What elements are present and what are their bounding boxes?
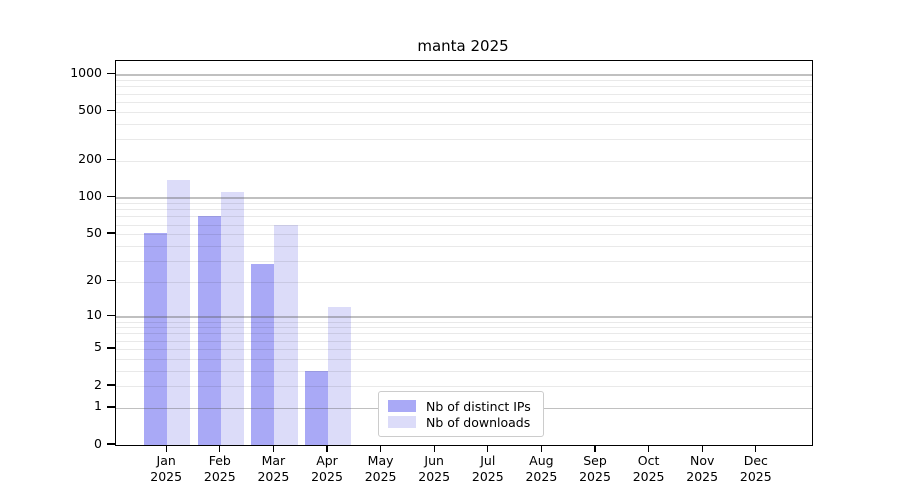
y-tick-mark (107, 158, 115, 161)
y-tick-mark (107, 314, 115, 317)
plot-area (115, 60, 813, 446)
year-label: 2025 (257, 468, 290, 484)
bars-layer (116, 61, 812, 445)
month-name: Dec (743, 453, 768, 468)
chart-title: manta 2025 (417, 37, 509, 55)
x-tick-mark (647, 445, 650, 452)
month-name: Mar (261, 453, 286, 468)
legend: Nb of distinct IPs Nb of downloads (378, 391, 544, 437)
year-label: 2025 (150, 468, 183, 484)
year-label: 2025 (364, 468, 397, 484)
year-label: 2025 (686, 468, 719, 484)
bar-downloads-apr (328, 307, 352, 445)
y-tick-label: 200 (78, 151, 102, 167)
y-tick-label: 2 (94, 376, 102, 392)
x-tick-label-dec: Dec 2025 (726, 453, 786, 484)
y-tick-mark (107, 280, 115, 282)
x-tick-label-apr: Apr 2025 (297, 453, 357, 484)
legend-label-downloads: Nb of downloads (426, 414, 531, 430)
x-tick-mark (272, 445, 275, 452)
year-label: 2025 (525, 468, 558, 484)
legend-item-downloads: Nb of downloads (388, 414, 535, 430)
x-tick-label-nov: Nov 2025 (672, 453, 732, 484)
x-tick-mark (165, 445, 167, 452)
year-label: 2025 (418, 468, 451, 484)
bar-downloads-jan (167, 179, 191, 445)
x-tick-label-jan: Jan 2025 (136, 453, 196, 484)
x-tick-label-sep: Sep 2025 (565, 453, 625, 484)
y-tick-label: 10 (86, 306, 102, 322)
x-tick-mark (701, 445, 703, 452)
x-tick-mark (594, 445, 596, 452)
y-tick-mark (107, 384, 115, 386)
y-tick-label: 500 (78, 102, 102, 118)
x-tick-mark (326, 445, 328, 452)
y-tick-mark (107, 72, 115, 75)
month-name: Apr (316, 453, 338, 468)
year-label: 2025 (203, 468, 236, 484)
x-tick-mark (755, 445, 757, 452)
y-tick-mark (107, 232, 115, 234)
month-name: Jun (424, 453, 444, 468)
x-tick-label-feb: Feb 2025 (190, 453, 250, 484)
legend-label-distinct-ips: Nb of distinct IPs (426, 398, 531, 414)
year-label: 2025 (311, 468, 343, 484)
x-tick-mark (433, 445, 435, 452)
legend-swatch-downloads (388, 416, 416, 428)
y-tick-label: 1000 (70, 64, 102, 80)
y-tick-label: 0 (94, 435, 102, 451)
y-tick-label: 50 (86, 224, 102, 240)
y-tick-label: 100 (78, 187, 102, 203)
x-tick-label-jul: Jul 2025 (458, 453, 518, 484)
year-label: 2025 (579, 468, 611, 484)
bar-distinct-ips-feb (197, 216, 221, 445)
x-tick-mark (379, 445, 382, 452)
year-label: 2025 (471, 468, 504, 484)
x-tick-label-aug: Aug 2025 (511, 453, 571, 484)
y-tick-mark (107, 406, 115, 408)
month-name: Sep (583, 453, 607, 468)
bar-downloads-feb (220, 191, 244, 445)
year-label: 2025 (632, 468, 665, 484)
x-tick-label-oct: Oct 2025 (619, 453, 679, 484)
month-name: May (367, 453, 394, 468)
month-name: Jul (480, 453, 496, 468)
bar-downloads-mar (274, 224, 298, 445)
bar-distinct-ips-apr (304, 370, 328, 445)
month-name: Feb (208, 453, 231, 468)
bar-distinct-ips-mar (251, 264, 275, 445)
month-name: Aug (529, 453, 554, 468)
x-tick-label-mar: Mar 2025 (243, 453, 303, 484)
month-name: Nov (689, 453, 715, 468)
y-tick-label: 5 (94, 339, 102, 355)
month-name: Jan (156, 453, 176, 468)
y-tick-mark (107, 195, 115, 198)
y-tick-label: 1 (94, 398, 102, 414)
y-tick-mark (107, 347, 115, 349)
x-tick-mark (487, 445, 489, 452)
x-tick-label-may: May 2025 (351, 453, 411, 484)
month-name: Oct (637, 453, 660, 468)
year-label: 2025 (739, 468, 772, 484)
y-tick-mark (107, 443, 115, 445)
legend-item-distinct-ips: Nb of distinct IPs (388, 398, 535, 414)
x-tick-label-jun: Jun 2025 (404, 453, 464, 484)
bar-distinct-ips-jan (144, 233, 168, 445)
x-tick-mark (219, 445, 221, 452)
legend-swatch-distinct-ips (388, 400, 416, 412)
y-tick-label: 20 (86, 272, 102, 288)
x-tick-mark (540, 445, 543, 452)
y-tick-mark (107, 109, 115, 112)
